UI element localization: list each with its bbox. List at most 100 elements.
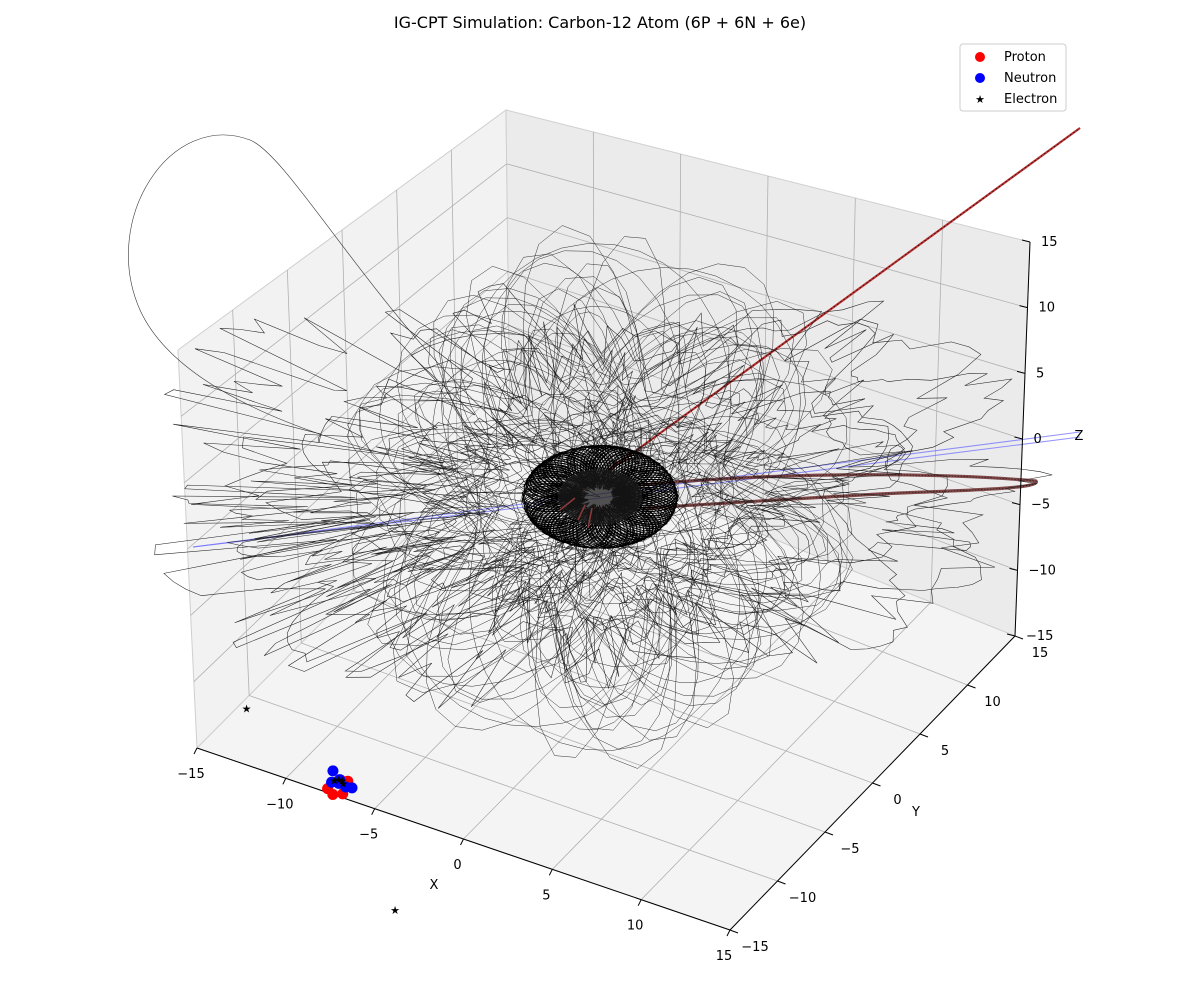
electron-trajectory	[346, 253, 854, 741]
y-axis-label: Y	[911, 805, 920, 820]
electron-trajectory	[397, 288, 803, 706]
electron-trajectory	[359, 294, 841, 700]
electron-trajectory	[460, 243, 740, 751]
electron-trajectory	[437, 328, 763, 666]
electron-trajectory	[427, 331, 773, 663]
electron-point: ★	[390, 904, 400, 917]
electron-trajectory	[399, 327, 764, 668]
electron-trajectory	[163, 317, 982, 645]
tick-mark	[1006, 633, 1016, 637]
z-tick-label: −15	[1026, 629, 1053, 644]
electron-trajectory	[528, 454, 672, 548]
y-tick-label: 0	[893, 793, 901, 808]
tick-mark	[967, 684, 976, 689]
grid-line	[506, 163, 1028, 309]
tick-mark	[548, 869, 553, 876]
tick-mark	[1009, 567, 1018, 571]
electron-trajectory	[639, 473, 1038, 510]
electron-trajectory	[533, 444, 678, 546]
legend-electron-label: Electron	[1004, 92, 1057, 107]
tick-mark	[1019, 305, 1028, 309]
electron-trajectory	[478, 405, 722, 589]
electron-trajectory	[393, 333, 786, 641]
z-axis-label: Z	[1075, 429, 1084, 444]
electron-trajectory	[413, 287, 787, 707]
electron-trajectory	[394, 288, 806, 706]
y-tick-label: 15	[1032, 646, 1049, 661]
legend: Proton Neutron ★ Electron	[959, 43, 1067, 112]
legend-entry-proton: Proton	[975, 50, 1046, 65]
x-tick-label: −15	[177, 767, 204, 782]
tick-mark	[729, 929, 739, 934]
legend-electron-marker: ★	[975, 93, 985, 106]
y-tick-label: −10	[789, 891, 816, 906]
z-tick-label: −10	[1029, 563, 1056, 578]
electron-trajectory	[484, 420, 716, 574]
electron-trajectory	[383, 276, 829, 750]
z-tick-label: 15	[1041, 235, 1058, 250]
z-tick-label: −5	[1031, 498, 1050, 513]
tick-mark	[282, 778, 287, 785]
legend-proton-marker	[975, 52, 985, 62]
electron-trajectory	[440, 311, 760, 683]
y-tick-label: 5	[941, 744, 949, 759]
electron-cloud-core	[558, 469, 642, 525]
axes-panes	[177, 109, 1031, 931]
electron-trajectory	[463, 321, 691, 683]
x-tick-label: −5	[359, 828, 378, 843]
x-tick-label: 0	[453, 858, 461, 873]
electron-trajectory	[318, 283, 908, 664]
electron-trajectory	[382, 250, 843, 687]
z-tick-label: 10	[1039, 301, 1056, 316]
tick-mark	[919, 733, 929, 738]
legend-entry-electron: ★ Electron	[975, 92, 1057, 107]
electron-trajectory	[386, 304, 795, 709]
electron-point: ★	[242, 703, 252, 716]
electron-trajectory	[414, 263, 786, 731]
tick-mark	[637, 899, 642, 906]
z-tick-label: 0	[1034, 432, 1042, 447]
electron-point: ★	[337, 775, 347, 788]
electron-trajectory	[527, 426, 686, 584]
x-axis-label: X	[430, 878, 439, 893]
electron-point: ★	[334, 773, 344, 786]
trajectories	[128, 127, 1081, 769]
electron-point: ★	[329, 774, 339, 787]
tick-mark	[872, 782, 881, 787]
legend-neutron-marker	[975, 73, 985, 83]
electron-trajectory	[439, 395, 761, 599]
electron-point: ★	[338, 777, 348, 790]
y-tick-label: −15	[741, 940, 768, 955]
neutron-point	[333, 777, 345, 789]
y-tick-label: −5	[840, 842, 859, 857]
tick-mark	[1016, 370, 1026, 374]
proton-point	[327, 788, 339, 800]
x-tick-label: −10	[266, 797, 293, 812]
proton-trajectory	[559, 497, 593, 529]
electron-trajectory	[515, 311, 695, 629]
tick-mark	[193, 747, 198, 755]
tick-mark	[1014, 635, 1024, 640]
electron-trajectory	[396, 263, 804, 731]
electron-trajectory	[359, 225, 841, 769]
electron-trajectory	[432, 359, 768, 635]
electron-trajectory	[172, 436, 1053, 576]
legend-box	[959, 43, 1067, 112]
tick-mark	[1011, 502, 1021, 506]
tick-mark	[1014, 436, 1023, 440]
electron-trajectory	[352, 297, 848, 697]
data-points: ★★★★★★	[242, 703, 401, 917]
x-tick-label: 5	[542, 888, 550, 903]
electron-trajectory	[232, 300, 1013, 657]
electron-trajectory	[286, 319, 948, 709]
tick-mark	[371, 808, 376, 815]
electron-trajectory	[376, 262, 824, 732]
tick-mark	[726, 929, 731, 937]
electron-trajectory	[495, 334, 689, 667]
legend-neutron-label: Neutron	[1004, 71, 1056, 86]
electron-trajectory	[347, 265, 853, 729]
electron-trajectory	[405, 236, 795, 758]
legend-entry-neutron: Neutron	[975, 71, 1056, 86]
tick-mark	[1021, 239, 1031, 243]
